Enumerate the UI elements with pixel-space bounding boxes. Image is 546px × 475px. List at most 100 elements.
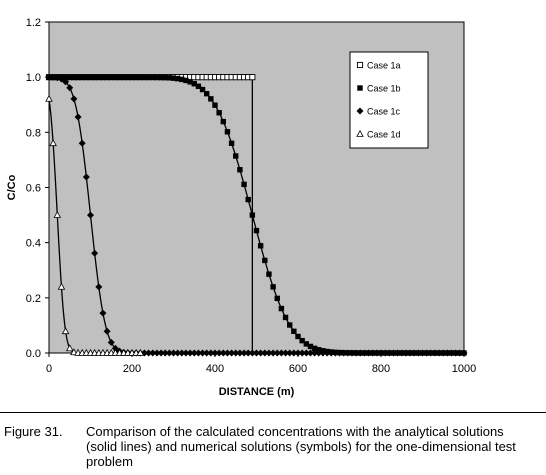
data-point-series-3	[290, 349, 298, 357]
caption-text: Comparison of the calculated concentrati…	[86, 424, 516, 469]
data-point-series-3	[149, 349, 157, 357]
data-point-series-3	[377, 349, 385, 357]
data-point-series-2	[249, 212, 256, 218]
figure-chart: 0.0 0.2 0.4 0.6 0.8 1.0 1.2 0 200 400 600 800 1000 DI…	[0, 17, 546, 413]
data-point-series-2	[79, 74, 85, 80]
data-point-series-2	[303, 341, 309, 347]
data-point-series-3	[194, 349, 202, 357]
data-point-series-3	[373, 349, 381, 357]
x-tick-label: 1000	[452, 363, 476, 375]
data-point-series-3	[315, 349, 323, 357]
data-point-series-3	[356, 349, 364, 357]
data-point-series-3	[331, 349, 339, 357]
data-point-series-3	[369, 349, 377, 357]
data-point-series-4	[65, 344, 74, 352]
data-point-series-2	[87, 74, 94, 80]
data-point-series-3	[207, 349, 215, 357]
data-point-series-3	[365, 349, 373, 357]
x-tick-label: 800	[372, 363, 390, 375]
data-point-series-2	[125, 74, 131, 80]
data-point-series-2	[216, 110, 222, 116]
data-point-series-3	[215, 349, 223, 357]
data-point-series-2	[270, 284, 276, 290]
data-point-series-3	[211, 349, 219, 357]
data-point-series-3	[228, 349, 236, 357]
data-point-series-2	[220, 118, 226, 125]
data-point-series-3	[99, 309, 107, 317]
data-point-series-3	[306, 349, 314, 357]
data-point-series-3	[95, 283, 103, 291]
legend-label: Case 1c	[367, 107, 401, 117]
data-point-series-2	[116, 74, 123, 80]
legend-marker	[356, 61, 364, 69]
data-point-series-3	[182, 349, 190, 357]
data-point-series-2	[108, 74, 114, 80]
data-point-series-2	[295, 333, 301, 340]
data-point-series-2	[287, 322, 293, 328]
data-point-series-3	[452, 349, 460, 357]
data-point-series-2	[245, 196, 251, 203]
data-point-series-3	[103, 327, 111, 335]
data-point-series-3	[456, 349, 464, 357]
data-point-series-3	[248, 349, 256, 357]
data-point-series-3	[460, 349, 468, 357]
data-point-series-2	[91, 74, 98, 80]
data-point-series-2	[150, 74, 156, 80]
data-point-series-2	[133, 74, 139, 80]
data-point-series-3	[340, 349, 348, 357]
data-point-series-2	[278, 305, 285, 312]
data-point-series-4	[53, 210, 62, 218]
data-point-series-2	[282, 314, 289, 321]
data-point-series-2	[145, 74, 152, 80]
data-point-series-3	[348, 349, 356, 357]
data-point-series-3	[410, 349, 418, 357]
data-point-series-3	[161, 349, 169, 357]
data-point-series-2	[104, 74, 110, 80]
data-point-series-3	[62, 78, 70, 86]
data-point-series-3	[431, 349, 439, 357]
data-point-series-2	[166, 75, 173, 81]
data-point-series-3	[165, 349, 173, 357]
data-point-series-3	[174, 349, 182, 357]
data-point-series-1	[249, 74, 256, 81]
data-point-series-4	[45, 94, 53, 102]
data-point-series-2	[154, 74, 160, 81]
data-point-series-2	[191, 81, 197, 87]
data-point-series-3	[298, 349, 306, 357]
data-point-series-2	[183, 77, 189, 84]
data-point-series-3	[273, 349, 281, 357]
data-point-series-3	[269, 349, 277, 357]
data-point-series-2	[129, 74, 135, 80]
data-point-series-3	[344, 349, 352, 357]
data-point-series-3	[394, 349, 402, 357]
data-point-series-2	[299, 337, 305, 344]
data-point-series-3	[419, 349, 426, 357]
data-point-series-2	[96, 74, 102, 80]
y-tick-label: 0.8	[26, 127, 41, 139]
x-tick-label: 600	[289, 363, 307, 375]
data-point-series-3	[282, 349, 290, 357]
data-point-series-3	[319, 349, 327, 357]
data-point-series-3	[91, 249, 99, 257]
y-tick-label: 0.6	[26, 183, 41, 195]
data-point-series-2	[224, 129, 231, 135]
data-point-series-2	[266, 271, 272, 277]
x-axis-title: DISTANCE (m)	[219, 386, 295, 398]
data-point-series-2	[137, 74, 143, 80]
data-point-series-2	[174, 75, 181, 82]
data-point-series-3	[203, 349, 211, 357]
data-point-series-3	[327, 349, 335, 357]
x-tick-label: 200	[123, 363, 141, 375]
data-point-series-2	[112, 74, 119, 80]
data-point-series-3	[435, 349, 443, 357]
data-point-series-4	[49, 139, 57, 147]
data-point-series-3	[78, 139, 86, 147]
data-point-series-2	[311, 345, 318, 352]
data-point-series-2	[241, 181, 247, 188]
data-point-series-2	[100, 74, 106, 80]
data-point-series-3	[385, 349, 393, 357]
data-point-series-3	[253, 349, 260, 357]
data-point-series-3	[406, 349, 414, 357]
data-point-series-4	[61, 327, 70, 335]
data-point-series-3	[311, 349, 319, 357]
